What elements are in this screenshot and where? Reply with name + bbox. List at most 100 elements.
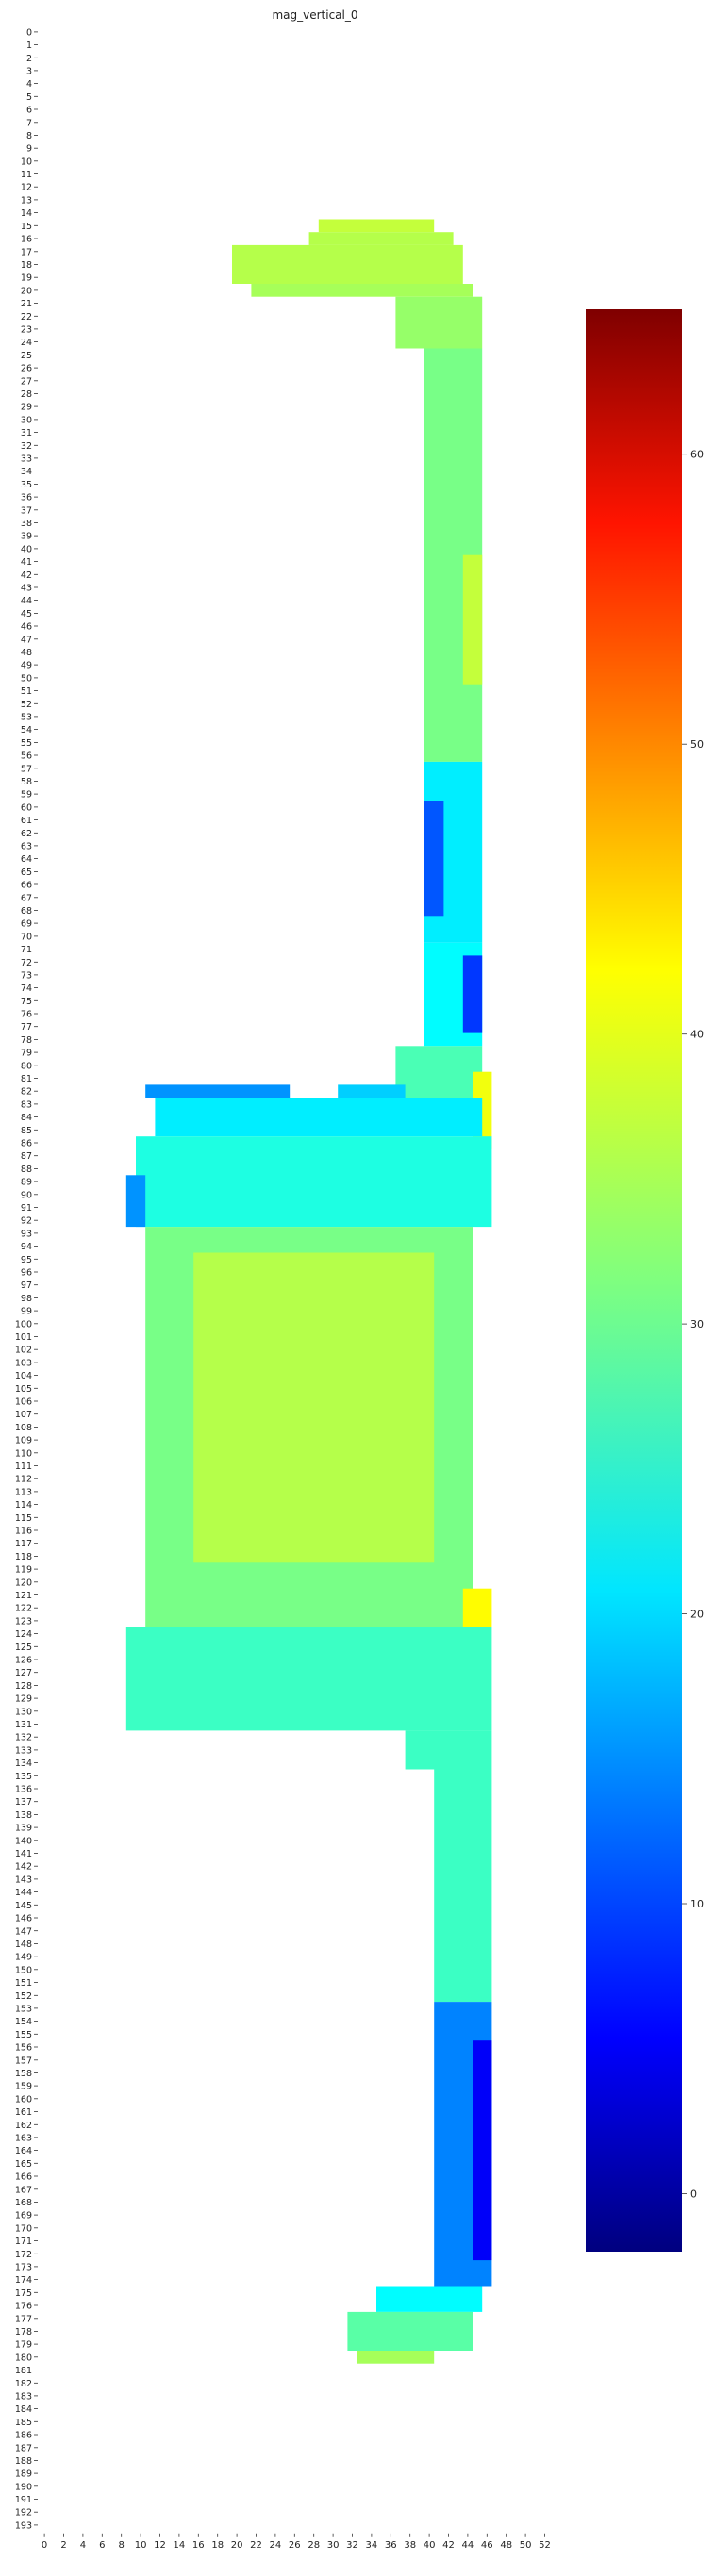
colorbar-tick-label: 20: [690, 1609, 704, 1621]
x-tick-label: 52: [539, 2540, 551, 2551]
y-tick-label: 110: [15, 1448, 32, 1459]
x-tick-labels: 0 2 4 6 8 10 12 14 16 18 20 22 24 26 28 30 32 34 36 38 40 42 4…: [42, 2533, 551, 2551]
y-tick-label: 109: [15, 1436, 32, 1446]
y-tick-label: 18: [21, 260, 32, 271]
y-tick-label: 158: [15, 2069, 32, 2079]
y-tick-label: 112: [15, 1475, 32, 1485]
y-tick-label: 137: [15, 1797, 32, 1808]
y-tick-label: 131: [15, 1720, 32, 1730]
heatmap-cell-region-17: [125, 1175, 146, 1228]
y-tick-label: 156: [15, 2043, 32, 2054]
y-tick-label: 180: [15, 2353, 32, 2363]
heatmap-cell-region-25: [473, 2040, 492, 2261]
y-tick-label: 25: [21, 351, 32, 361]
y-tick-label: 26: [21, 364, 32, 374]
y-tick-label: 176: [15, 2302, 32, 2312]
y-tick-label: 119: [15, 1565, 32, 1576]
x-tick-label: 12: [154, 2540, 166, 2551]
colorbar-tick-label: 60: [690, 449, 704, 461]
chart-title: mag_vertical_0: [272, 8, 358, 22]
y-tick-label: 90: [21, 1190, 32, 1200]
y-tick-label: 84: [21, 1113, 32, 1123]
y-tick-label: 145: [15, 1901, 32, 1911]
y-tick-label: 63: [21, 841, 32, 851]
y-tick-label: 19: [21, 273, 32, 284]
x-tick-label: 40: [424, 2540, 436, 2551]
x-tick-label: 50: [520, 2540, 532, 2551]
heatmap-cell-region-10: [462, 955, 483, 1033]
y-tick-label: 77: [21, 1022, 32, 1032]
y-tick-label: 142: [15, 1862, 32, 1873]
y-tick-label: 157: [15, 2056, 32, 2066]
heatmap-cell-region-28: [357, 2351, 435, 2364]
y-tick-label: 162: [15, 2121, 32, 2131]
x-tick-label: 2: [60, 2540, 66, 2551]
y-tick-label: 125: [15, 1643, 32, 1653]
heatmap-cell-region-19: [193, 1252, 435, 1563]
y-tick-label: 96: [21, 1268, 32, 1279]
colorbar-tick-label: 40: [690, 1029, 704, 1041]
y-tick-label: 174: [15, 2275, 32, 2286]
y-tick-label: 102: [15, 1346, 32, 1356]
y-tick-label: 175: [15, 2288, 32, 2299]
y-tick-label: 163: [15, 2133, 32, 2143]
x-tick-label: 44: [462, 2540, 474, 2551]
y-tick-label: 32: [21, 441, 32, 452]
x-tick-label: 14: [174, 2540, 186, 2551]
y-tick-label: 46: [21, 622, 32, 633]
y-tick-label: 67: [21, 893, 32, 903]
heatmap-cell-region-2: [232, 244, 463, 284]
y-tick-label: 71: [21, 945, 32, 955]
y-tick-label: 52: [21, 700, 32, 710]
y-tick-label: 183: [15, 2391, 32, 2402]
y-tick-label: 100: [15, 1319, 32, 1329]
x-tick-label: 42: [442, 2540, 455, 2551]
x-tick-label: 6: [99, 2540, 105, 2551]
y-tick-label: 132: [15, 1733, 32, 1743]
y-tick-label: 22: [21, 312, 32, 322]
y-tick-label: 141: [15, 1849, 32, 1859]
heatmap-cell-region-20: [462, 1588, 492, 1627]
heatmap-cell-region-1: [308, 232, 454, 245]
heatmap-cell-region-21: [125, 1627, 492, 1731]
y-tick-label: 13: [21, 195, 32, 206]
y-tick-label: 111: [15, 1461, 32, 1472]
y-tick-label: 29: [21, 403, 32, 413]
y-tick-label: 134: [15, 1759, 32, 1769]
x-tick-label: 4: [80, 2540, 86, 2551]
y-tick-label: 188: [15, 2456, 32, 2467]
y-tick-label: 128: [15, 1681, 32, 1692]
y-tick-label: 16: [21, 235, 32, 245]
y-tick-label: 27: [21, 376, 32, 387]
x-tick-label: 34: [366, 2540, 378, 2551]
x-tick-label: 32: [346, 2540, 358, 2551]
y-tick-label: 5: [26, 92, 32, 103]
y-tick-label: 83: [21, 1099, 32, 1110]
y-tick-label: 78: [21, 1035, 32, 1046]
y-tick-label: 123: [15, 1616, 32, 1627]
y-tick-label: 179: [15, 2340, 32, 2351]
y-tick-label: 50: [21, 673, 32, 684]
y-tick-label: 98: [21, 1294, 32, 1304]
heatmap-cell-region-27: [347, 2311, 473, 2351]
y-tick-label: 151: [15, 1978, 32, 1989]
y-tick-label: 76: [21, 1010, 32, 1020]
y-tick-label: 153: [15, 2004, 32, 2014]
y-tick-label: 190: [15, 2482, 32, 2492]
y-tick-label: 40: [21, 544, 32, 554]
y-tick-label: 9: [26, 144, 32, 155]
y-tick-label: 0: [26, 27, 32, 38]
y-tick-label: 121: [15, 1591, 32, 1601]
y-tick-label: 99: [21, 1307, 32, 1317]
y-tick-label: 72: [21, 958, 32, 968]
y-tick-label: 3: [26, 66, 32, 76]
y-tick-label: 91: [21, 1203, 32, 1214]
y-tick-label: 75: [21, 997, 32, 1007]
y-tick-label: 184: [15, 2404, 32, 2415]
y-tick-label: 60: [21, 802, 32, 813]
heatmap-cell-region-16: [136, 1136, 492, 1228]
y-tick-label: 116: [15, 1527, 32, 1537]
y-tick-label: 172: [15, 2250, 32, 2260]
y-tick-label: 139: [15, 1824, 32, 1834]
